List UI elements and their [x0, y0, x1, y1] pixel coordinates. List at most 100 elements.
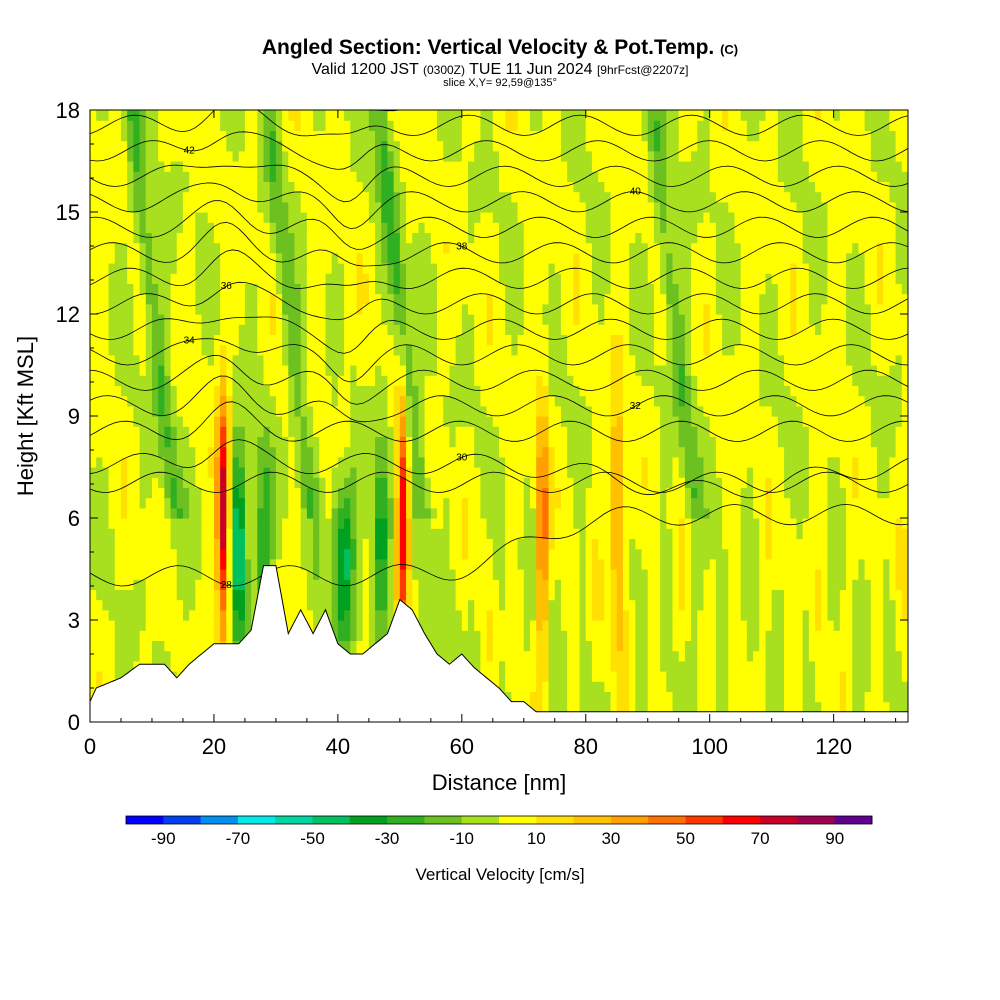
velocity-cell	[263, 303, 271, 315]
velocity-cell	[443, 140, 451, 152]
velocity-cell	[573, 161, 581, 172]
velocity-cell	[381, 609, 389, 621]
velocity-cell	[127, 446, 134, 458]
velocity-cell	[368, 191, 376, 203]
velocity-cell	[306, 222, 314, 233]
velocity-cell	[207, 538, 215, 550]
velocity-cell	[306, 201, 314, 213]
velocity-cell	[164, 120, 172, 131]
velocity-cell	[486, 242, 494, 254]
velocity-cell	[399, 365, 407, 376]
velocity-cell	[319, 324, 327, 335]
velocity-cell	[133, 314, 141, 325]
velocity-cell	[542, 354, 550, 366]
velocity-cell	[108, 130, 116, 142]
velocity-cell	[133, 263, 141, 274]
velocity-cell	[114, 569, 122, 580]
velocity-cell	[170, 416, 178, 427]
velocity-cell	[536, 558, 543, 570]
velocity-cell	[554, 538, 562, 550]
velocity-cell	[517, 201, 525, 213]
velocity-cell	[189, 354, 196, 366]
velocity-cell	[108, 140, 116, 152]
velocity-cell	[449, 487, 457, 499]
velocity-cell	[164, 110, 172, 121]
velocity-cell	[251, 324, 258, 335]
velocity-cell	[542, 528, 550, 539]
velocity-cell	[591, 181, 599, 193]
velocity-cell	[325, 293, 333, 305]
velocity-cell	[567, 630, 574, 641]
velocity-cell	[220, 456, 227, 468]
velocity-cell	[337, 620, 345, 631]
velocity-cell	[567, 334, 574, 346]
velocity-cell	[151, 130, 159, 142]
velocity-cell	[424, 487, 432, 499]
velocity-cell	[207, 212, 215, 223]
velocity-cell	[418, 252, 426, 264]
velocity-cell	[232, 191, 240, 203]
velocity-cell	[232, 273, 240, 284]
velocity-cell	[232, 140, 240, 152]
velocity-cell	[139, 436, 147, 448]
velocity-cell	[505, 191, 512, 203]
velocity-cell	[350, 150, 358, 162]
velocity-cell	[325, 405, 333, 417]
velocity-cell	[96, 569, 103, 580]
velocity-cell	[201, 110, 209, 121]
velocity-cell	[375, 538, 382, 550]
velocity-cell	[511, 620, 519, 631]
velocity-cell	[430, 528, 438, 539]
velocity-cell	[474, 497, 482, 509]
velocity-cell	[461, 569, 469, 580]
velocity-cell	[96, 181, 103, 193]
velocity-cell	[182, 324, 190, 335]
velocity-cell	[102, 222, 110, 233]
velocity-cell	[251, 385, 258, 397]
velocity-cell	[430, 640, 438, 652]
velocity-cell	[207, 283, 215, 295]
velocity-cell	[158, 385, 165, 397]
velocity-cell	[251, 161, 258, 172]
velocity-cell	[449, 191, 457, 203]
velocity-cell	[529, 334, 537, 346]
velocity-cell	[226, 303, 234, 315]
velocity-cell	[542, 232, 550, 244]
velocity-cell	[443, 365, 451, 376]
velocity-cell	[151, 252, 159, 264]
velocity-cell	[232, 620, 240, 631]
velocity-cell	[288, 385, 296, 397]
velocity-cell	[499, 660, 506, 672]
velocity-cell	[529, 252, 537, 264]
velocity-cell	[313, 620, 320, 631]
velocity-cell	[182, 446, 190, 458]
velocity-cell	[536, 456, 543, 468]
velocity-cell	[201, 405, 209, 417]
velocity-cell	[226, 487, 234, 499]
velocity-cell	[567, 140, 574, 152]
velocity-cell	[226, 334, 234, 346]
velocity-cell	[461, 140, 469, 152]
velocity-cell	[102, 140, 110, 152]
velocity-cell	[325, 232, 333, 244]
velocity-cell	[536, 467, 543, 478]
velocity-cell	[257, 477, 265, 488]
velocity-cell	[96, 314, 103, 325]
velocity-cell	[430, 467, 438, 478]
velocity-cell	[486, 150, 494, 162]
velocity-cell	[560, 150, 568, 162]
velocity-cell	[90, 620, 97, 631]
velocity-cell	[505, 354, 512, 366]
velocity-cell	[158, 252, 165, 264]
velocity-cell	[567, 589, 574, 601]
velocity-cell	[201, 314, 209, 325]
velocity-cell	[176, 232, 184, 244]
velocity-cell	[145, 354, 153, 366]
velocity-cell	[598, 252, 605, 264]
velocity-cell	[542, 599, 550, 611]
velocity-cell	[269, 426, 277, 437]
velocity-cell	[486, 558, 494, 570]
velocity-cell	[430, 110, 438, 121]
velocity-cell	[468, 344, 475, 356]
velocity-cell	[406, 548, 413, 560]
